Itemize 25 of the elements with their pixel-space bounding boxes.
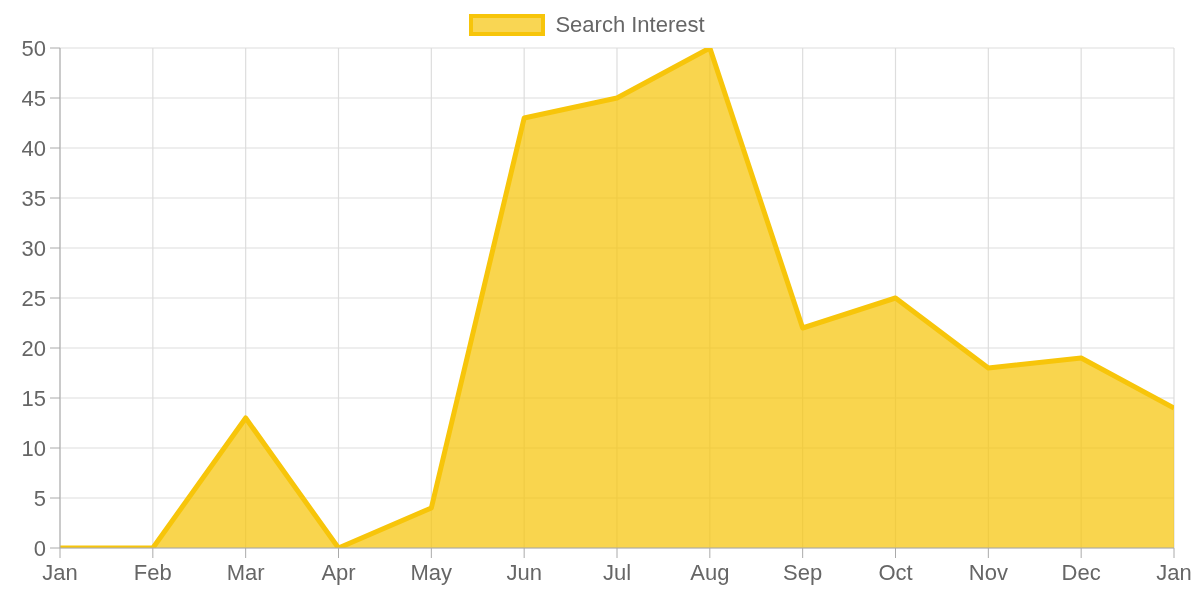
legend-label: Search Interest [555, 12, 705, 38]
x-tick-label: Jan [1156, 559, 1192, 585]
x-tick-label: Nov [968, 559, 1008, 585]
x-tick-label: Jul [602, 559, 632, 585]
y-tick-label: 15 [21, 385, 46, 411]
y-tick-label: 20 [21, 335, 46, 361]
x-tick-label: Sep [783, 559, 823, 585]
x-tick-label: Jan [42, 559, 78, 585]
y-tick-label: 10 [21, 435, 46, 461]
x-tick-label: Feb [133, 559, 172, 585]
y-tick-label: 5 [33, 485, 46, 511]
y-tick-label: 50 [21, 35, 46, 61]
x-tick-label: May [410, 559, 453, 585]
x-tick-label: Apr [321, 559, 356, 585]
y-tick-label: 30 [21, 235, 46, 261]
y-tick-label: 35 [21, 185, 46, 211]
x-tick-label: Oct [878, 559, 913, 585]
y-tick-label: 0 [33, 535, 46, 561]
y-tick-label: 25 [21, 285, 46, 311]
x-tick-label: Aug [690, 559, 730, 585]
x-tick-label: Dec [1061, 559, 1101, 585]
y-tick-label: 45 [21, 85, 46, 111]
x-tick-label: Mar [226, 559, 265, 585]
x-tick-label: Jun [506, 559, 542, 585]
y-tick-label: 40 [21, 135, 46, 161]
